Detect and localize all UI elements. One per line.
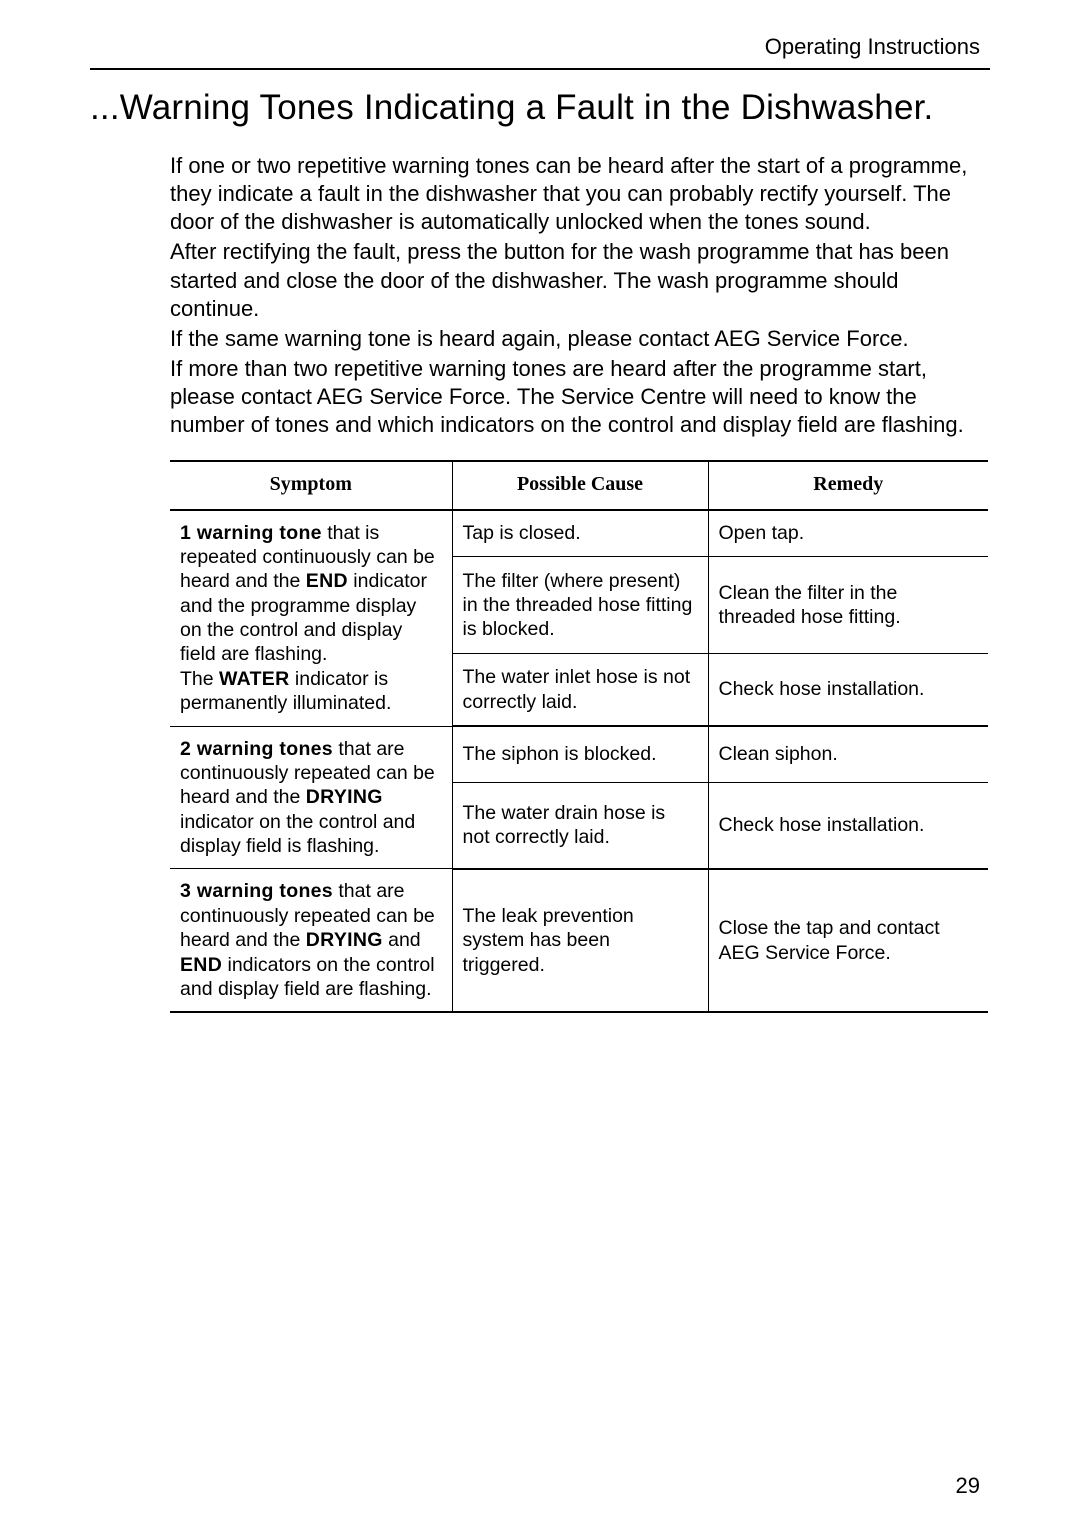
table-header-row: Symptom Possible Cause Remedy [170,461,988,510]
page-content: ...Warning Tones Indicating a Fault in t… [90,88,990,1013]
intro-block: If one or two repetitive warning tones c… [170,152,990,440]
cause-cell: The leak prevention system has been trig… [452,869,708,1012]
cause-cell: Tap is closed. [452,510,708,557]
symptom-text: The [180,668,219,690]
col-header-symptom: Symptom [170,461,452,510]
symptom-cell: 3 warning tones that are continuously re… [170,869,452,1012]
symptom-cell: 1 warning tone that is repeated continuo… [170,510,452,727]
table-row: 2 warning tones that are continuously re… [170,726,988,782]
intro-paragraph: If more than two repetitive warning tone… [170,355,990,439]
symptom-lead: 1 warning tone [180,522,322,544]
remedy-cell: Close the tap and contact AEG Service Fo… [708,869,988,1012]
cause-cell: The water drain hose is not correctly la… [452,783,708,869]
remedy-cell: Open tap. [708,510,988,557]
cause-cell: The filter (where present) in the thread… [452,557,708,654]
col-header-remedy: Remedy [708,461,988,510]
remedy-cell: Clean the filter in the threaded hose fi… [708,557,988,654]
intro-paragraph: If one or two repetitive warning tones c… [170,152,990,236]
manual-page: Operating Instructions ...Warning Tones … [0,0,1080,1529]
remedy-cell: Clean siphon. [708,726,988,782]
col-header-cause: Possible Cause [452,461,708,510]
symptom-indicator-end: END [180,954,222,976]
cause-cell: The siphon is blocked. [452,726,708,782]
symptom-indicator-end: END [306,570,348,592]
intro-paragraph: After rectifying the fault, press the bu… [170,238,990,322]
remedy-cell: Check hose installation. [708,654,988,726]
symptom-lead: 2 warning tones [180,738,333,760]
fault-table: Symptom Possible Cause Remedy 1 warning … [170,460,988,1014]
cause-cell: The water inlet hose is not correctly la… [452,654,708,726]
intro-paragraph: If the same warning tone is heard again,… [170,325,990,353]
symptom-cell: 2 warning tones that are continuously re… [170,726,452,869]
remedy-cell: Check hose installation. [708,783,988,869]
page-title: ...Warning Tones Indicating a Fault in t… [90,88,990,128]
page-number: 29 [956,1473,980,1499]
table-row: 1 warning tone that is repeated continuo… [170,510,988,557]
symptom-indicator-drying: DRYING [306,786,383,808]
header-rule [90,68,990,70]
symptom-text: indicator on the control and display fie… [180,811,415,857]
table-row: 3 warning tones that are continuously re… [170,869,988,1012]
symptom-indicator-water: WATER [219,668,289,690]
symptom-indicator-drying: DRYING [306,929,383,951]
symptom-text: and [383,929,421,951]
symptom-lead: 3 warning tones [180,880,333,902]
section-label: Operating Instructions [765,34,980,60]
